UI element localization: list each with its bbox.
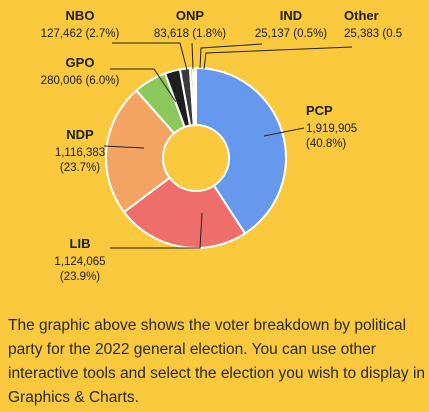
leader-line-lib <box>110 212 203 249</box>
leader-line-nbo <box>112 42 188 71</box>
label-value-gpo: 280,006 <box>41 75 86 87</box>
label-value-other: 25,383 <box>344 28 382 40</box>
leader-line-ndp <box>103 145 145 149</box>
slice-ndp <box>105 89 176 214</box>
chart-caption: The graphic above shows the voter breakd… <box>8 317 426 406</box>
slice-lib <box>122 176 247 249</box>
label-value-ind: 25,137 <box>255 28 293 40</box>
label-pct-ind: (0.5%) <box>293 28 327 40</box>
label-name-pcp: PCP <box>306 103 333 118</box>
leader-line-gpo <box>110 68 177 103</box>
label-value-ndp: 1,116,383 <box>55 147 105 159</box>
label-pct-pcp: (40.8%) <box>306 138 346 150</box>
label-pct-gpo: (6.0%) <box>85 75 119 87</box>
leader-line-onp <box>191 42 194 70</box>
label-value-pct-onp: 83,618 (1.8%) <box>154 28 226 40</box>
leader-line-other <box>203 46 353 70</box>
leader-line-pcp <box>263 127 305 137</box>
label-value-pct-nbo: 127,462 (2.7%) <box>41 28 120 40</box>
label-pct-nbo: (2.7%) <box>85 28 119 40</box>
label-name-onp: ONP <box>176 8 205 23</box>
label-pct-other: (0.5 <box>382 28 402 40</box>
label-name-lib: LIB <box>70 236 91 251</box>
label-pct-ndp: (23.7%) <box>60 162 100 174</box>
label-value-pct-gpo: 280,006 (6.0%) <box>41 75 120 87</box>
label-name-other: Other <box>344 8 379 23</box>
leader-line-ind <box>199 43 263 69</box>
label-pct-lib: (23.9%) <box>60 271 100 283</box>
label-name-nbo: NBO <box>66 8 95 23</box>
donut-chart: PCP 1,919,905 (40.8%) LIB 1,124,065 (23.9%) ND… <box>41 8 403 283</box>
label-name-ind: IND <box>280 8 302 23</box>
label-name-ndp: NDP <box>66 127 94 142</box>
label-pct-onp: (1.8%) <box>192 28 226 40</box>
label-value-pct-other: 25,383 (0.5 <box>344 28 402 40</box>
label-value-lib: 1,124,065 <box>54 256 105 268</box>
label-value-onp: 83,618 <box>154 28 192 40</box>
label-value-pcp: 1,919,905 <box>306 123 357 135</box>
slice-other <box>191 66 197 127</box>
label-name-gpo: GPO <box>66 55 95 70</box>
label-value-nbo: 127,462 <box>41 28 86 40</box>
label-value-pct-ind: 25,137 (0.5%) <box>255 28 327 40</box>
